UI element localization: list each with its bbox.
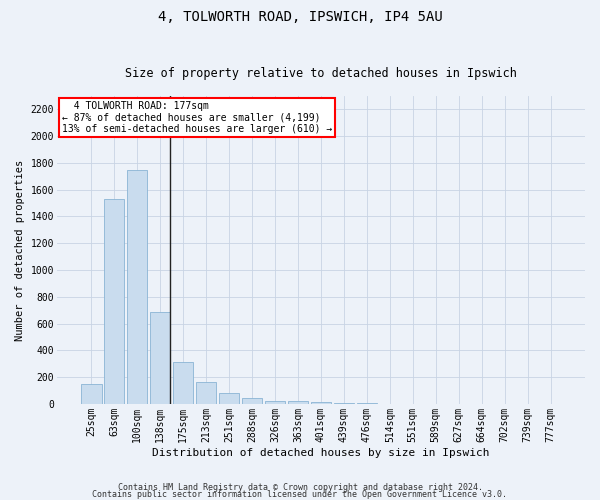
Text: Contains HM Land Registry data © Crown copyright and database right 2024.: Contains HM Land Registry data © Crown c…: [118, 484, 482, 492]
Text: Contains public sector information licensed under the Open Government Licence v3: Contains public sector information licen…: [92, 490, 508, 499]
Y-axis label: Number of detached properties: Number of detached properties: [15, 160, 25, 340]
Bar: [311, 402, 331, 404]
Bar: [265, 400, 286, 404]
Bar: [81, 384, 101, 404]
Bar: [287, 401, 308, 404]
Bar: [150, 312, 170, 404]
Title: Size of property relative to detached houses in Ipswich: Size of property relative to detached ho…: [125, 66, 517, 80]
Bar: [334, 403, 354, 404]
Bar: [104, 199, 124, 404]
Bar: [242, 398, 262, 404]
Bar: [127, 170, 148, 404]
Bar: [356, 403, 377, 404]
Text: 4 TOLWORTH ROAD: 177sqm
← 87% of detached houses are smaller (4,199)
13% of semi: 4 TOLWORTH ROAD: 177sqm ← 87% of detache…: [62, 100, 332, 134]
Bar: [173, 362, 193, 404]
Text: 4, TOLWORTH ROAD, IPSWICH, IP4 5AU: 4, TOLWORTH ROAD, IPSWICH, IP4 5AU: [158, 10, 442, 24]
Bar: [196, 382, 217, 404]
X-axis label: Distribution of detached houses by size in Ipswich: Distribution of detached houses by size …: [152, 448, 490, 458]
Bar: [218, 392, 239, 404]
